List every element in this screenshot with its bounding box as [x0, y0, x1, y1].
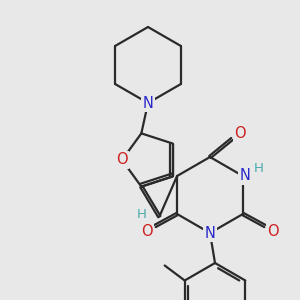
- Text: N: N: [205, 226, 215, 241]
- Text: O: O: [234, 127, 246, 142]
- Text: H: H: [136, 208, 146, 221]
- Text: O: O: [141, 224, 153, 238]
- Text: O: O: [267, 224, 279, 238]
- Text: O: O: [116, 152, 128, 167]
- Text: N: N: [239, 169, 250, 184]
- Text: H: H: [254, 161, 264, 175]
- Text: N: N: [142, 95, 153, 110]
